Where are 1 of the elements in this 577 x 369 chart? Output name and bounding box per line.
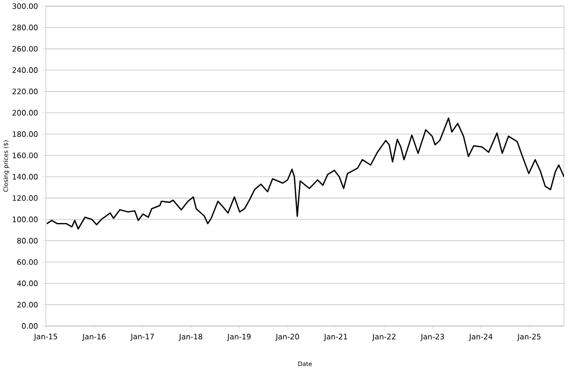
line-series <box>46 117 564 230</box>
